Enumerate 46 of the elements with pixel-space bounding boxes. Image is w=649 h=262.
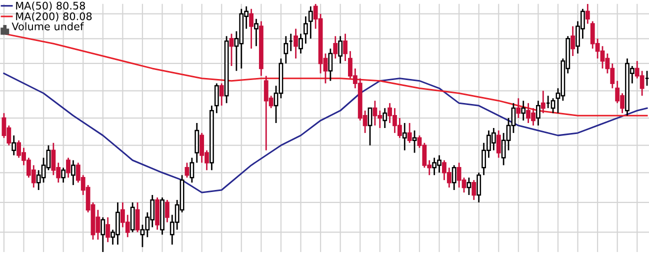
candlestick — [496, 130, 501, 158]
candlestick — [585, 4, 590, 24]
candlestick — [368, 107, 372, 146]
candlestick — [100, 216, 106, 252]
candlestick — [407, 122, 412, 144]
candlestick — [472, 179, 476, 201]
candlestick — [135, 202, 140, 233]
annotation: Volume undef — [12, 22, 84, 30]
candlestick — [536, 100, 540, 126]
candlestick — [194, 122, 200, 164]
candlestick — [570, 26, 576, 57]
candlestick — [338, 35, 343, 64]
candlestick — [61, 166, 66, 184]
candlestick — [412, 130, 417, 154]
candlestick — [382, 107, 388, 129]
candlestick — [333, 35, 338, 60]
candlestick — [219, 82, 224, 106]
candlestick — [521, 100, 526, 122]
candlestick — [476, 172, 482, 204]
candlestick — [294, 28, 298, 60]
candlestick — [229, 33, 234, 67]
candlestick — [254, 18, 258, 47]
candlestick — [71, 160, 76, 186]
candlestick — [452, 164, 456, 191]
candlestick — [164, 199, 170, 223]
candlestick — [540, 90, 546, 114]
candlestick — [550, 98, 556, 114]
candlestick — [12, 134, 16, 156]
candlestick — [66, 157, 70, 178]
candlestick — [284, 35, 288, 64]
candlestick — [190, 157, 194, 184]
candlestick — [516, 98, 521, 119]
candlestick — [402, 122, 407, 152]
candlestick — [328, 48, 333, 82]
candlestick — [130, 202, 135, 233]
candlestick — [303, 16, 308, 44]
candlestick — [214, 82, 219, 114]
candlestick — [298, 33, 303, 54]
candlestick — [308, 6, 313, 40]
candlestick — [343, 33, 348, 62]
candlestick — [184, 162, 190, 178]
legend-label: MA(200) 80.08 — [16, 12, 92, 22]
candlestick — [106, 216, 110, 243]
candlestick — [466, 176, 472, 196]
candlestick — [249, 8, 254, 50]
legend-label: MA(50) 80.58 — [16, 2, 86, 11]
